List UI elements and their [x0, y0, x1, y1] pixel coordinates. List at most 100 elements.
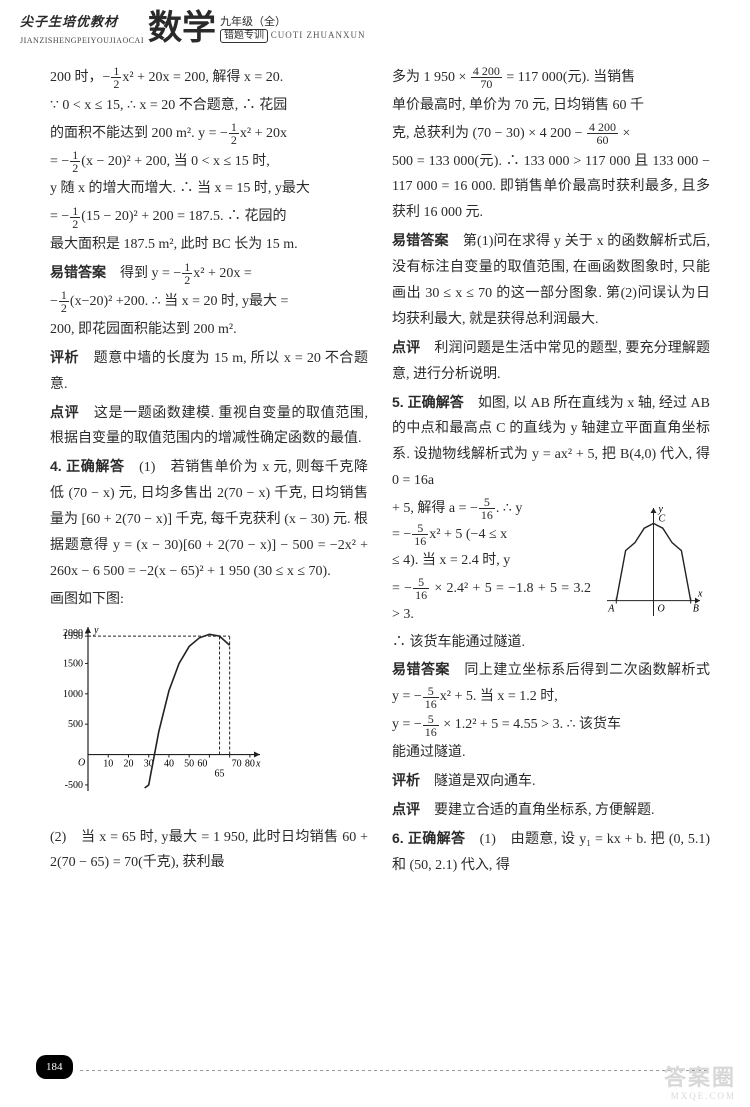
- page-header: 尖子生培优教材 JIANZISHENGPEIYOUJIAOCAI 数学 九年级（…: [0, 0, 750, 53]
- svg-text:1000: 1000: [63, 688, 83, 699]
- text-line: 易错答案 得到 y = −12x² + 20x =: [50, 260, 368, 287]
- label-comment: 点评: [50, 404, 79, 420]
- t: = −: [50, 154, 69, 169]
- svg-text:60: 60: [197, 758, 207, 769]
- label-analysis: 评析: [392, 772, 420, 788]
- grade-label: 九年级（全）: [220, 16, 366, 29]
- label-correct-answer: 6. 正确解答: [392, 830, 465, 846]
- page-number: 184: [36, 1055, 73, 1079]
- svg-text:2000: 2000: [63, 628, 83, 639]
- t: . ∴ y: [496, 501, 522, 516]
- text-line: 画图如下图:: [50, 587, 368, 613]
- text-line: 200, 即花园面积能达到 200 m².: [50, 317, 368, 343]
- t: x² + 20x: [240, 126, 287, 141]
- svg-text:80: 80: [245, 758, 255, 769]
- t: = −: [392, 527, 411, 542]
- subject-title: 数学: [148, 12, 216, 46]
- t: 克, 总获利为 (70 − 30) × 4 200 −: [392, 126, 586, 141]
- text-line: 点评 这是一题函数建模. 重视自变量的取值范围, 根据自变量的取值范围内的增减性…: [50, 400, 368, 453]
- label-correct-answer: 5. 正确解答: [392, 394, 464, 410]
- svg-text:50: 50: [184, 758, 194, 769]
- t: = −: [392, 581, 412, 596]
- parabola-chart-svg: AOBxyC: [595, 498, 710, 628]
- fraction: 12: [59, 289, 69, 314]
- t: ×: [619, 126, 630, 141]
- label-correct-answer: 4. 正确解答: [50, 458, 125, 474]
- svg-text:40: 40: [164, 758, 174, 769]
- svg-text:x: x: [697, 589, 703, 600]
- svg-text:-500: -500: [65, 780, 83, 791]
- text-line: y = −516 × 1.2² + 5 = 4.55 > 3. ∴ 该货车: [392, 712, 710, 738]
- t: + 5, 解得 a = −: [392, 501, 478, 516]
- t: (15 − 20)² + 200 = 187.5. ∴ 花园的: [81, 209, 286, 224]
- text-line: 克, 总获利为 (70 − 30) × 4 200 − 4 20060 ×: [392, 121, 710, 147]
- t: 的面积不能达到 200 m². y = −: [50, 126, 228, 141]
- header-subtitle-block: 九年级（全） 错题专训 CUOTI ZHUANXUN: [220, 16, 366, 43]
- t: x² + 5. 当 x = 1.2 时,: [440, 689, 558, 704]
- text-line: 200 时，−12x² + 20x = 200, 解得 x = 20.: [50, 65, 368, 91]
- fraction: 516: [479, 496, 495, 521]
- t: 得到 y = −: [106, 266, 181, 281]
- t: 隧道是双向通车.: [420, 774, 536, 789]
- svg-text:O: O: [78, 757, 85, 768]
- text-line: ∴ 该货车能通过隧道.: [392, 630, 710, 656]
- text-line: = −12(x − 20)² + 200, 当 0 < x ≤ 15 时,: [50, 149, 368, 175]
- text-line: −12(x−20)² +200. ∴ 当 x = 20 时, y最大 =: [50, 289, 368, 315]
- header-brand-block: 尖子生培优教材 JIANZISHENGPEIYOUJIAOCAI: [20, 10, 144, 49]
- fraction: 12: [111, 65, 121, 90]
- text-line: 评析 题意中墙的长度为 15 m, 所以 x = 20 不合题意.: [50, 345, 368, 398]
- text-line: 能通过隧道.: [392, 740, 710, 766]
- fraction: 516: [423, 713, 439, 738]
- t: 利润问题是生活中常见的题型, 要充分理解题意, 进行分析说明.: [392, 341, 710, 382]
- svg-text:65: 65: [215, 768, 225, 779]
- fraction: 4 20070: [471, 65, 502, 90]
- label-comment: 点评: [392, 339, 420, 355]
- t: −: [50, 294, 58, 309]
- svg-text:500: 500: [68, 719, 83, 730]
- subtitle-row: 错题专训 CUOTI ZHUANXUN: [220, 29, 366, 43]
- page-content: 200 时，−12x² + 20x = 200, 解得 x = 20. ∵ 0 …: [0, 53, 750, 900]
- svg-text:1500: 1500: [63, 658, 83, 669]
- brand-title: 尖子生培优教材: [20, 10, 144, 34]
- t: = −: [50, 209, 69, 224]
- t: 题意中墙的长度为 15 m, 所以 x = 20 不合题意.: [50, 351, 368, 392]
- text-line: 点评 要建立合适的直角坐标系, 方便解题.: [392, 797, 710, 824]
- text-line: y 随 x 的增大而增大. ∴ 当 x = 15 时, y最大: [50, 176, 368, 202]
- t: (1) 若销售单价为 x 元, 则每千克降低 (70 − x) 元, 日均多售出…: [50, 460, 368, 579]
- text-line: 最大面积是 187.5 m², 此时 BC 长为 15 m.: [50, 232, 368, 258]
- t: = 117 000(元). 当销售: [503, 70, 635, 85]
- subtitle-box: 错题专训: [220, 29, 268, 43]
- text-line: 易错答案 同上建立坐标系后得到二次函数解析式 y = −516x² + 5. 当…: [392, 657, 710, 710]
- text-line: 5. 正确解答 如图, 以 AB 所在直线为 x 轴, 经过 AB 的中点和最高…: [392, 390, 710, 495]
- brand-pinyin: JIANZISHENGPEIYOUJIAOCAI: [20, 34, 144, 49]
- text-line: 单价最高时, 单价为 70 元, 日均销售 60 千: [392, 93, 710, 119]
- fraction: 516: [413, 576, 429, 601]
- t: 多为 1 950 ×: [392, 70, 470, 85]
- text-line: ∵ 0 < x ≤ 15, ∴ x = 20 不合题意, ∴ 花园: [50, 93, 368, 119]
- footer-divider: [80, 1070, 710, 1071]
- text-line: 评析 隧道是双向通车.: [392, 768, 710, 795]
- label-analysis: 评析: [50, 349, 79, 365]
- t: 200 时，−: [50, 70, 110, 85]
- text-line: 点评 利润问题是生活中常见的题型, 要充分理解题意, 进行分析说明.: [392, 335, 710, 388]
- t: 这是一题函数建模. 重视自变量的取值范围, 根据自变量的取值范围内的增减性确定函…: [50, 406, 368, 447]
- fraction: 516: [412, 522, 428, 547]
- text-line: 500 = 133 000(元). ∴ 133 000 > 117 000 且 …: [392, 149, 710, 227]
- label-wrong-answer: 易错答案: [392, 661, 450, 677]
- label-wrong-answer: 易错答案: [50, 264, 106, 280]
- t: × 1.2² + 5 = 4.55 > 3. ∴ 该货车: [440, 717, 621, 732]
- text-line: (2) 当 x = 65 时, y最大 = 1 950, 此时日均销售 60 +…: [50, 825, 368, 877]
- fraction: 516: [423, 685, 439, 710]
- text-line: 6. 正确解答 (1) 由题意, 设 y₁ = kx + b. 把 (0, 5.…: [392, 826, 710, 879]
- fraction: 12: [70, 149, 80, 174]
- svg-text:C: C: [659, 514, 666, 525]
- fraction: 12: [70, 205, 80, 230]
- label-comment: 点评: [392, 801, 420, 817]
- profit-chart-svg: yxO-500500100015001950200010203040508060…: [50, 619, 270, 809]
- t: y = −: [392, 717, 422, 732]
- profit-chart: yxO-500500100015001950200010203040508060…: [50, 619, 368, 819]
- t: (x−20)² +200. ∴ 当 x = 20 时, y最大 =: [70, 294, 289, 309]
- text-line: 易错答案 第(1)问在求得 y 关于 x 的函数解析式后, 没有标注自变量的取值…: [392, 228, 710, 333]
- svg-text:x: x: [255, 758, 261, 769]
- text-line: 多为 1 950 × 4 20070 = 117 000(元). 当销售: [392, 65, 710, 91]
